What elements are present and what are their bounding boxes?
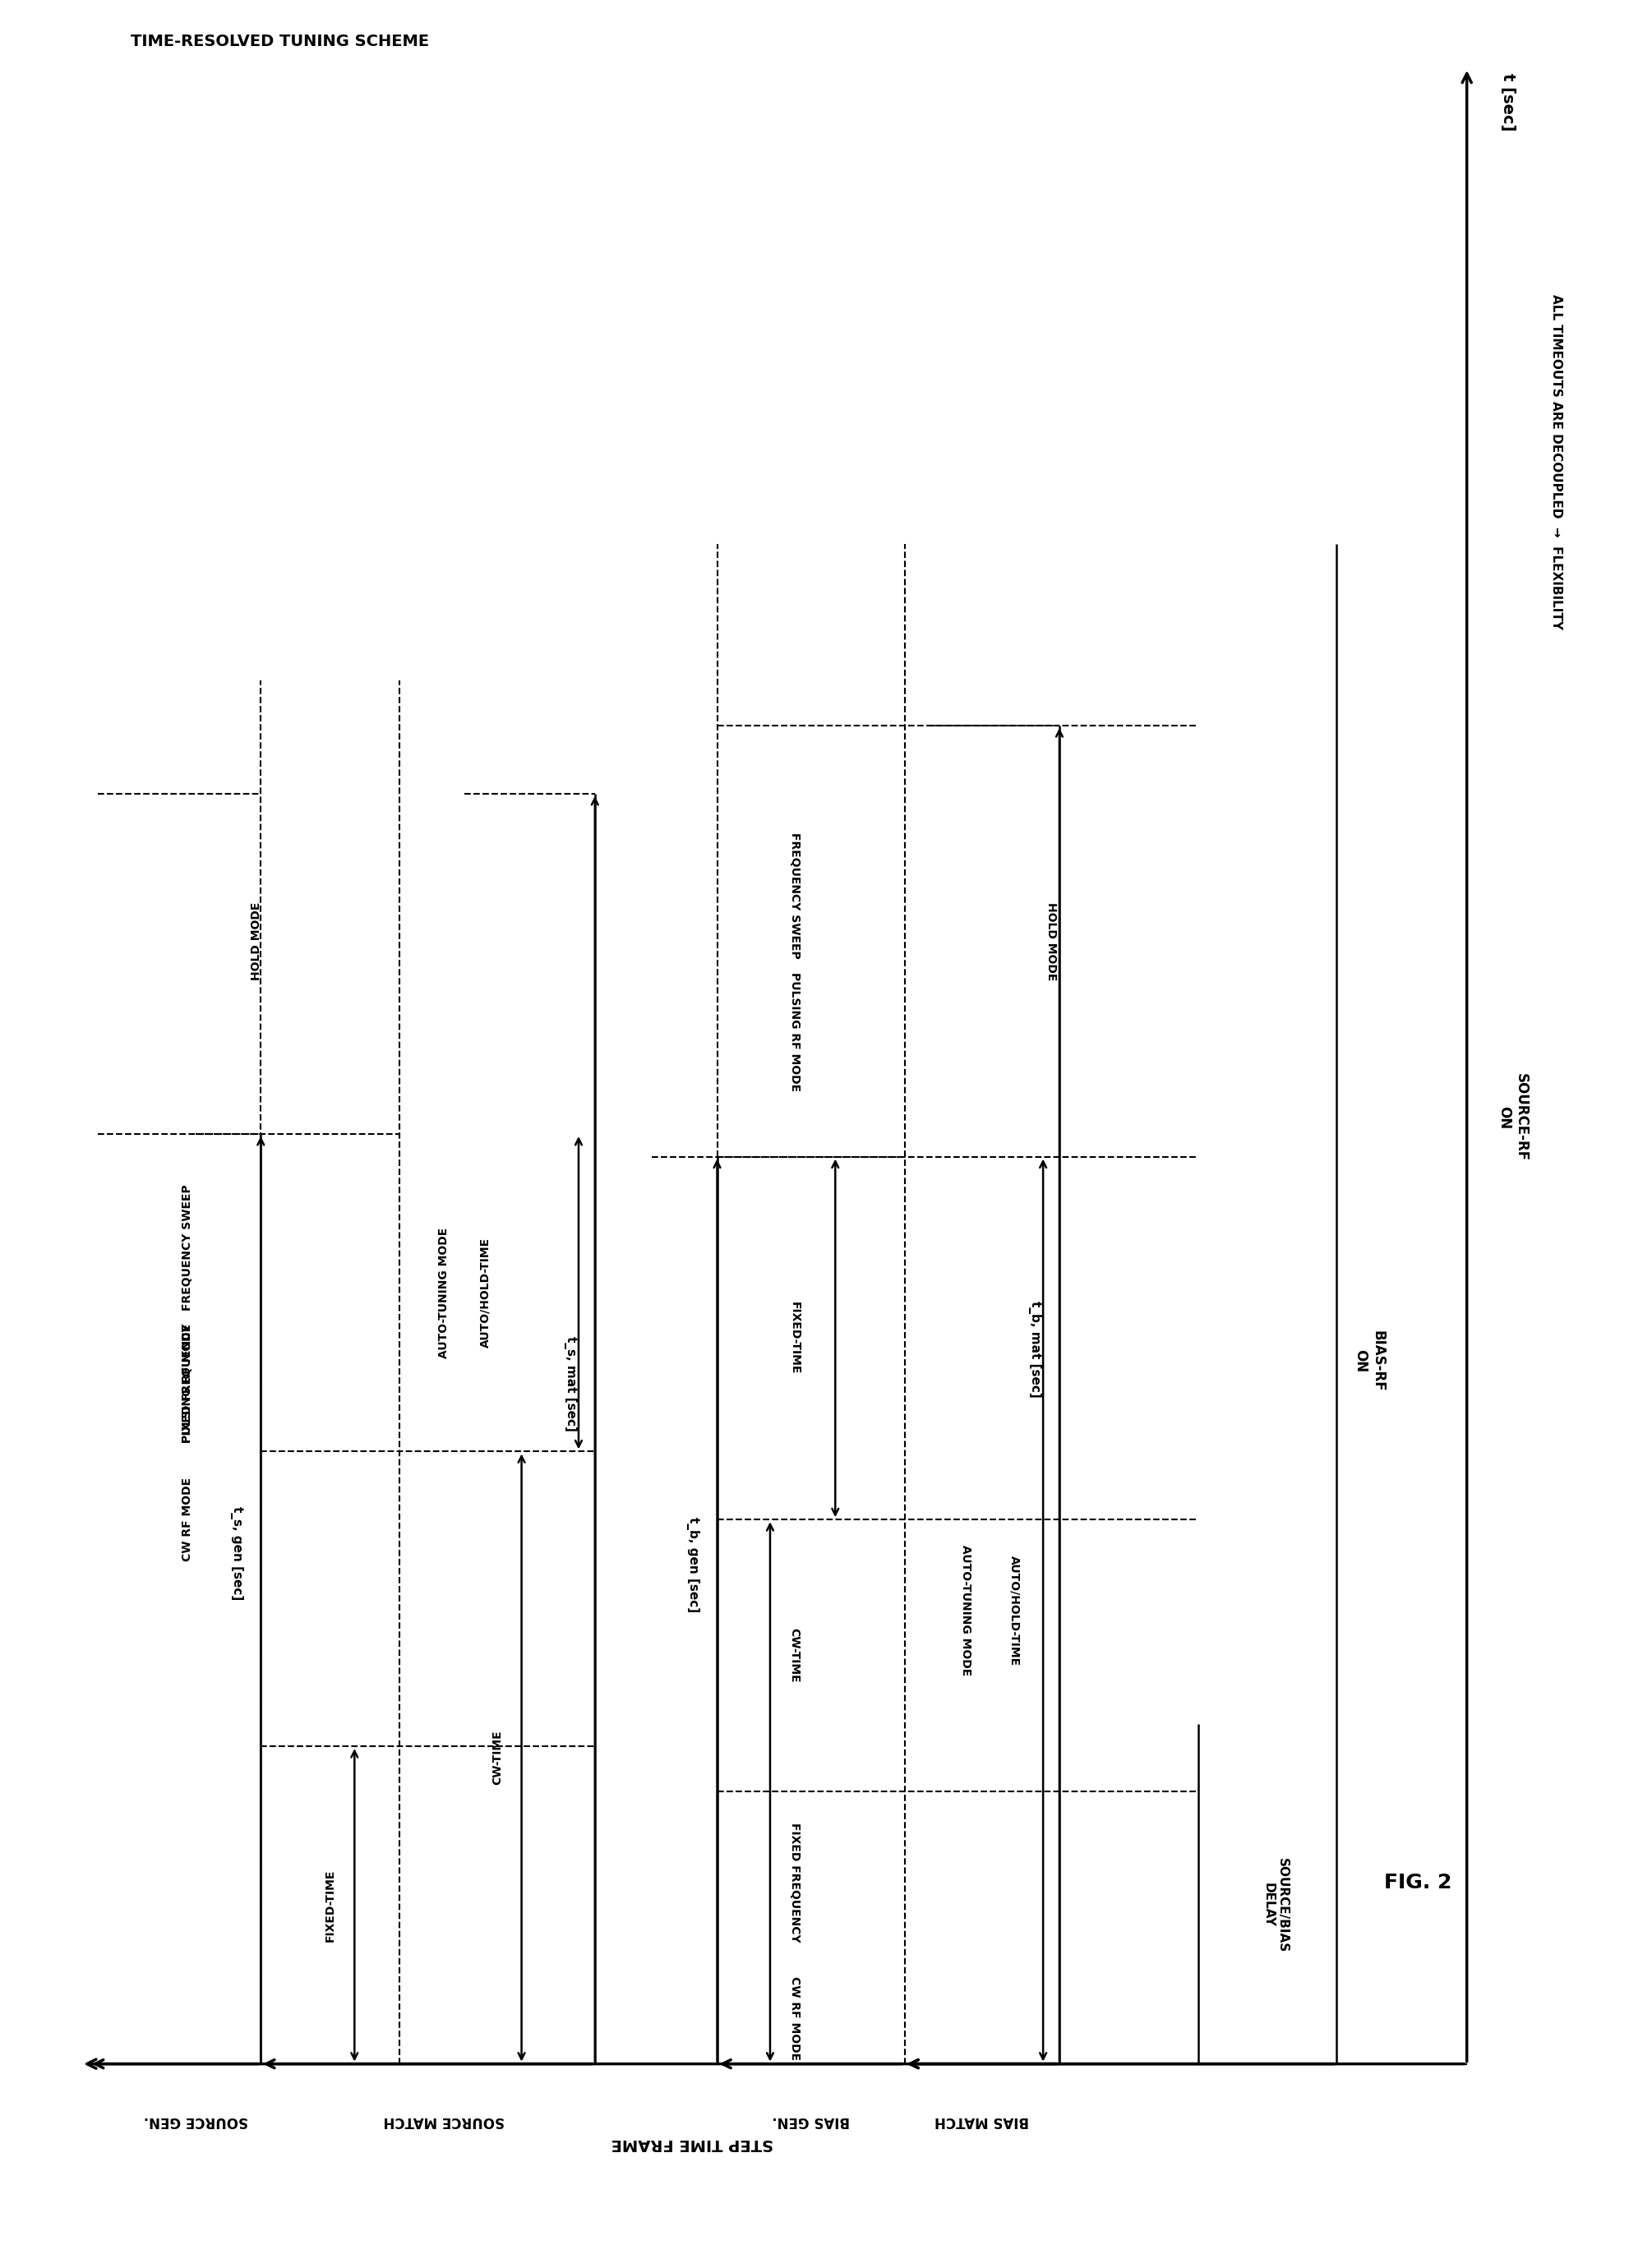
Text: CW-TIME: CW-TIME: [490, 1730, 503, 1785]
Text: SOURCE/BIAS
DELAY: SOURCE/BIAS DELAY: [1261, 1857, 1289, 1953]
Text: FIXED-TIME: FIXED-TIME: [788, 1302, 800, 1374]
Text: SOURCE GEN.: SOURCE GEN.: [143, 2114, 248, 2127]
Text: BIAS-RF
ON: BIAS-RF ON: [1352, 1329, 1385, 1393]
Text: FREQUENCY SWEEP: FREQUENCY SWEEP: [788, 832, 800, 959]
Text: CW-TIME: CW-TIME: [788, 1628, 800, 1683]
Text: SOURCE-RF
ON: SOURCE-RF ON: [1495, 1073, 1528, 1161]
Text: BIAS GEN.: BIAS GEN.: [772, 2114, 849, 2127]
Text: ALL TIMEOUTS ARE DECOUPLED  →  FLEXIBILITY: ALL TIMEOUTS ARE DECOUPLED → FLEXIBILITY: [1549, 295, 1562, 628]
Text: AUTO-TUNING MODE: AUTO-TUNING MODE: [438, 1227, 450, 1359]
Text: FIXED FREQUENCY: FIXED FREQUENCY: [788, 1823, 800, 1941]
Text: PULSING RF MODE: PULSING RF MODE: [788, 973, 800, 1091]
Text: t_b, gen [sec]: t_b, gen [sec]: [686, 1517, 699, 1613]
Text: t_s, mat [sec]: t_s, mat [sec]: [564, 1336, 577, 1431]
Text: BIAS MATCH: BIAS MATCH: [935, 2114, 1028, 2127]
Text: AUTO/HOLD-TIME: AUTO/HOLD-TIME: [1008, 1556, 1020, 1665]
Text: FIG. 2: FIG. 2: [1383, 1873, 1451, 1892]
Text: t_b, mat [sec]: t_b, mat [sec]: [1028, 1302, 1041, 1397]
Text: PULSING RF MODE: PULSING RF MODE: [181, 1325, 194, 1442]
Text: t_s, gen [sec]: t_s, gen [sec]: [230, 1506, 243, 1601]
Text: FIXED-TIME: FIXED-TIME: [324, 1869, 336, 1941]
Text: TIME-RESOLVED TUNING SCHEME: TIME-RESOLVED TUNING SCHEME: [130, 34, 428, 50]
Text: FIXED FREQUENCY: FIXED FREQUENCY: [181, 1325, 194, 1442]
Text: SOURCE MATCH: SOURCE MATCH: [383, 2114, 505, 2127]
Text: FREQUENCY SWEEP: FREQUENCY SWEEP: [181, 1184, 194, 1311]
Text: AUTO-TUNING MODE: AUTO-TUNING MODE: [959, 1545, 971, 1676]
Text: AUTO/HOLD-TIME: AUTO/HOLD-TIME: [479, 1238, 490, 1347]
Text: HOLD MODE: HOLD MODE: [1044, 903, 1057, 980]
Text: HOLD MODE: HOLD MODE: [251, 903, 262, 980]
Text: t [sec]: t [sec]: [1499, 73, 1515, 132]
Text: STEP TIME FRAME: STEP TIME FRAME: [611, 2136, 774, 2150]
Text: CW RF MODE: CW RF MODE: [788, 1975, 800, 2062]
Text: CW RF MODE: CW RF MODE: [181, 1476, 194, 1563]
